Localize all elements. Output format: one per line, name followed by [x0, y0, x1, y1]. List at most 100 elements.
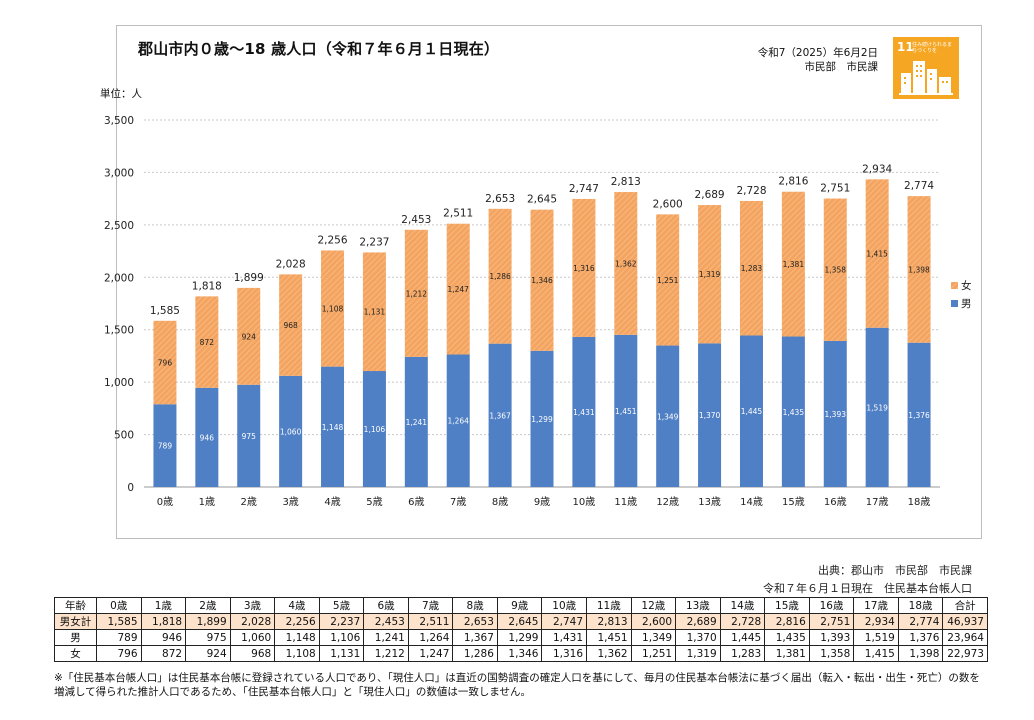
bar-label-male: 1,264: [447, 417, 469, 426]
bar-label-total: 2,511: [443, 208, 473, 220]
bar-male: [865, 327, 889, 487]
sdg-number: 11: [897, 40, 914, 54]
table-header-cell: 3歳: [229, 597, 276, 614]
table-cell: 1,435: [764, 629, 810, 646]
table-cell: 2,653: [452, 613, 498, 630]
table-cell: 1,060: [229, 629, 276, 646]
department: 市民部 市民課: [804, 61, 879, 73]
table-cell: 2,728: [719, 613, 766, 630]
bar-male: [656, 345, 680, 487]
bar-female: [530, 209, 554, 351]
table-cell: 968: [229, 645, 276, 662]
bar-label-male: 1,241: [406, 418, 428, 427]
table-cell: 2,751: [808, 613, 855, 630]
x-tick-label: 14歳: [740, 496, 763, 508]
bar-female: [446, 223, 470, 355]
bar-label-male: 1,393: [825, 410, 847, 419]
x-tick-label: 13歳: [698, 496, 721, 508]
bar-female: [823, 198, 847, 341]
x-tick-label: 1歳: [199, 496, 215, 508]
table-cell: 872: [140, 645, 187, 662]
table-cell: 1,899: [185, 613, 231, 630]
table-row: 男女計 1,585 1,818 1,899 2,028 2,256 2,237 2,453 2,…: [54, 613, 988, 630]
legend-swatch-male: [951, 300, 958, 307]
table-header-row: 年齢 0歳 1歳 2歳 3歳 4歳 5歳 6歳 7歳 8歳 9歳 10歳 11歳 12歳 13歳 14歳 15歳…: [54, 597, 988, 614]
table-cell: 1,241: [363, 629, 409, 646]
table-cell: 2,774: [897, 613, 944, 630]
table-header-cell: 年齢: [54, 597, 97, 614]
bar-female: [739, 200, 763, 336]
bar-female: [404, 229, 428, 357]
bar-label-male: 1,519: [866, 403, 888, 412]
table-header-cell: 14歳: [719, 597, 766, 614]
table-cell: 2,689: [675, 613, 721, 630]
table-cell: 22,973: [942, 645, 988, 662]
y-tick-label: 0: [127, 482, 134, 494]
bar-label-total: 2,256: [317, 234, 347, 246]
bar-label-male: 1,451: [615, 407, 637, 416]
table-cell: 1,585: [96, 613, 142, 630]
table-cell: 1,319: [675, 645, 721, 662]
bar-label-total: 2,689: [695, 189, 725, 201]
bar-male: [781, 336, 805, 487]
table-cell: 1,519: [853, 629, 899, 646]
table-header-cell: 16歳: [808, 597, 855, 614]
bar-male: [488, 343, 512, 487]
table-header-cell: 17歳: [853, 597, 899, 614]
x-tick-label: 8歳: [492, 496, 508, 508]
bar-male: [823, 340, 847, 487]
bar-label-total: 1,899: [234, 272, 264, 284]
bar-female: [781, 191, 805, 337]
x-tick-label: 0歳: [157, 496, 173, 508]
bar-label-total: 2,600: [653, 198, 683, 210]
bar-label-female: 1,381: [783, 260, 805, 269]
x-tick-label: 16歳: [824, 496, 847, 508]
table-cell: 1,346: [496, 645, 543, 662]
bar-female: [865, 179, 889, 328]
bar-label-female: 1,358: [825, 266, 847, 275]
bar-male: [153, 404, 177, 487]
x-tick-label: 7歳: [450, 496, 466, 508]
table-cell: 2,256: [274, 613, 320, 630]
bar-label-total: 2,028: [276, 258, 306, 270]
table-cell: 1,299: [496, 629, 543, 646]
bar-female: [362, 252, 386, 372]
table-cell: 1,286: [452, 645, 498, 662]
report-date: 令和7（2025）年6月2日: [757, 47, 878, 59]
table-cell: 1,247: [407, 645, 454, 662]
bar-male: [572, 336, 596, 487]
table-cell: 975: [185, 629, 231, 646]
source-date-line: 令和７年６月１日現在 住民基本台帳人口: [763, 582, 972, 595]
bar-label-total: 2,653: [485, 193, 515, 205]
table-header-cell: 13歳: [675, 597, 721, 614]
bar-male: [446, 354, 470, 487]
bar-label-female: 1,362: [615, 259, 637, 268]
x-tick-label: 18歳: [908, 496, 931, 508]
table-cell: 1,370: [675, 629, 721, 646]
bar-male: [237, 384, 261, 487]
y-tick-label: 3,000: [104, 167, 134, 179]
date-block: 令和7（2025）年6月2日 市民部 市民課: [730, 46, 878, 74]
table-cell: 1,398: [897, 645, 944, 662]
source-line: 出典：郡山市 市民部 市民課: [818, 564, 972, 577]
y-tick-label: 500: [114, 430, 134, 442]
table-cell: 1,106: [318, 629, 365, 646]
legend-swatch-female: [951, 282, 958, 289]
bar-label-total: 2,453: [401, 214, 431, 226]
bar-label-total: 2,751: [820, 183, 850, 195]
table-cell: 1,131: [318, 645, 365, 662]
bar-label-total: 2,934: [862, 163, 892, 175]
bar-label-total: 2,774: [904, 180, 934, 192]
table-row-header: 男: [54, 629, 97, 646]
y-tick-label: 1,000: [104, 377, 134, 389]
bar-female: [572, 198, 596, 337]
bar-male: [530, 350, 554, 487]
table-cell: 1,283: [719, 645, 766, 662]
table-header-cell: 0歳: [96, 597, 142, 614]
x-tick-label: 12歳: [656, 496, 679, 508]
bar-label-female: 1,283: [741, 264, 763, 273]
table-cell: 2,747: [541, 613, 588, 630]
table-cell: 2,813: [586, 613, 632, 630]
table-cell: 2,237: [318, 613, 365, 630]
table-header-cell: 4歳: [274, 597, 320, 614]
